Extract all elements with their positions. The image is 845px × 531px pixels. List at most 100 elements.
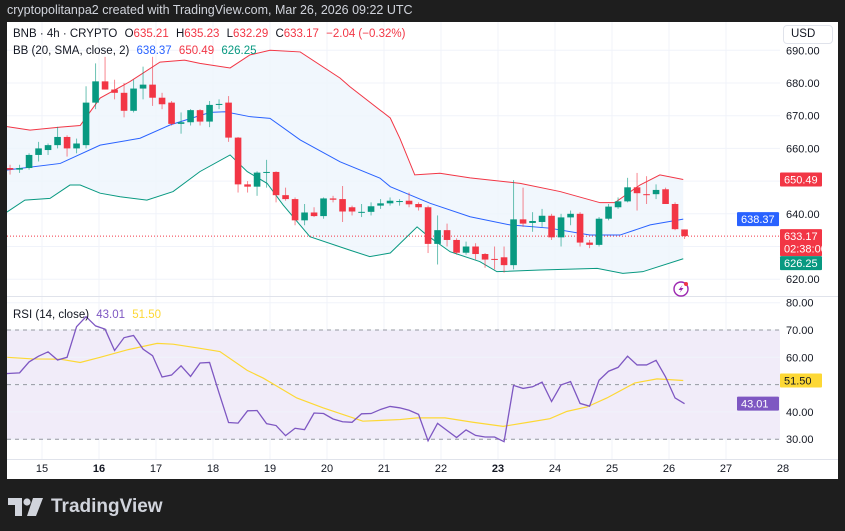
upper-band-price-label: 650.49 [780, 172, 822, 187]
candle-body [652, 189, 660, 195]
candle-body [263, 171, 270, 173]
candle-down [491, 246, 498, 270]
price-tick-label: 690.00 [786, 45, 820, 57]
candle-down [519, 187, 527, 227]
time-tick-label: 25 [606, 463, 618, 475]
candle-up [557, 213, 565, 247]
candle-body [54, 136, 61, 146]
candle-down [196, 109, 204, 126]
candle-body [662, 189, 669, 204]
rsi-ma-axis-label: 51.50 [780, 373, 822, 388]
candle-body [158, 97, 166, 105]
candle-body [149, 84, 156, 98]
candle-down [158, 92, 166, 110]
candle-body [25, 154, 33, 169]
rsi-tick-label: 60.00 [786, 352, 814, 364]
candle-body [462, 246, 470, 253]
candle-body [605, 206, 612, 219]
close-label: C [275, 28, 284, 40]
candle-body [139, 84, 147, 89]
rsi-tick-label: 70.00 [786, 325, 814, 337]
last-price-label-text: 02:38:00 [784, 244, 827, 256]
candle-up [595, 217, 603, 247]
candle-body [206, 104, 213, 122]
candle-up [396, 199, 403, 206]
tradingview-logo-icon [8, 498, 43, 516]
candle-body [396, 201, 403, 203]
candle-up [358, 203, 365, 218]
candle-down [443, 223, 451, 247]
candle-body [168, 102, 175, 124]
time-tick-label: 20 [321, 463, 333, 475]
low-value: 632.29 [233, 28, 269, 40]
candle-up [652, 184, 660, 200]
last-price-label-bg [780, 229, 822, 257]
time-tick-label: 18 [207, 463, 219, 475]
candle-up [462, 241, 470, 255]
lightning-icon[interactable] [673, 281, 689, 297]
candle-up [614, 197, 622, 209]
rsi-ma-value: 51.50 [132, 309, 162, 321]
lower-band-price-label-text: 626.25 [784, 258, 818, 270]
price-axis: 690.00 680.00 670.00 660.00 640.00 620.00 [786, 45, 820, 286]
time-tick-label: 24 [549, 463, 561, 475]
candle-body [671, 203, 679, 230]
bb-basis-value: 638.37 [136, 45, 172, 57]
candle-body [329, 198, 337, 200]
candle-body [291, 199, 299, 221]
candle-down [149, 56, 156, 106]
candle-up [25, 153, 33, 170]
candle-body [282, 195, 289, 200]
candle-body [424, 207, 432, 244]
candle-down [548, 213, 555, 240]
candle-body [576, 213, 584, 243]
candle-down [101, 56, 109, 90]
price-tick-label: 640.00 [786, 209, 820, 221]
time-tick-label: 23 [492, 463, 504, 475]
candle-up [377, 199, 384, 209]
candle-body [510, 219, 517, 266]
candle-up [605, 203, 612, 221]
notification-dot [684, 282, 688, 286]
tradingview-logo-text: TradingView [51, 496, 163, 517]
candle-body [681, 229, 688, 237]
bb-band-fill [7, 50, 684, 274]
rsi-title[interactable]: RSI (14, close) [13, 309, 90, 321]
candle-up [215, 99, 223, 110]
candle-down [681, 229, 688, 240]
candle-up [367, 202, 375, 216]
candle-body [44, 145, 52, 151]
candle-up [253, 171, 261, 196]
bb-basis-line [7, 111, 684, 236]
upper-band-price-label-bg [780, 172, 822, 187]
candle-up [0, 166, 4, 176]
tradingview-logo[interactable]: TradingView [8, 496, 163, 518]
candle-up [510, 180, 517, 270]
symbol-title[interactable]: BNB · 4h · CRYPTO [13, 28, 118, 40]
candle-up [177, 112, 185, 134]
bb-lower-value: 626.25 [221, 45, 257, 57]
candle-down [244, 181, 251, 193]
price-tick-label: 620.00 [786, 274, 820, 286]
candle-down [415, 202, 422, 211]
rsi-axis-label-text: 43.01 [741, 399, 769, 411]
candle-up [624, 177, 631, 203]
candle-up [16, 164, 23, 173]
candle-body [244, 184, 251, 187]
candle-down [671, 202, 679, 231]
candle-body [472, 246, 479, 255]
time-tick-label: 19 [264, 463, 276, 475]
candle-up [130, 79, 137, 113]
candle-down [405, 192, 413, 208]
candle-up [529, 212, 536, 232]
price-tick-label: 660.00 [786, 143, 820, 155]
candle-body [82, 102, 90, 146]
rsi-ma-axis-label-text: 51.50 [784, 376, 812, 388]
basis-price-label: 638.37 [737, 212, 779, 227]
bb-title[interactable]: BB (20, SMA, close, 2) [13, 45, 130, 57]
candle-body [320, 198, 327, 217]
candle-body [377, 203, 384, 206]
candle-body [386, 200, 394, 204]
currency-button[interactable]: USD [783, 25, 833, 44]
